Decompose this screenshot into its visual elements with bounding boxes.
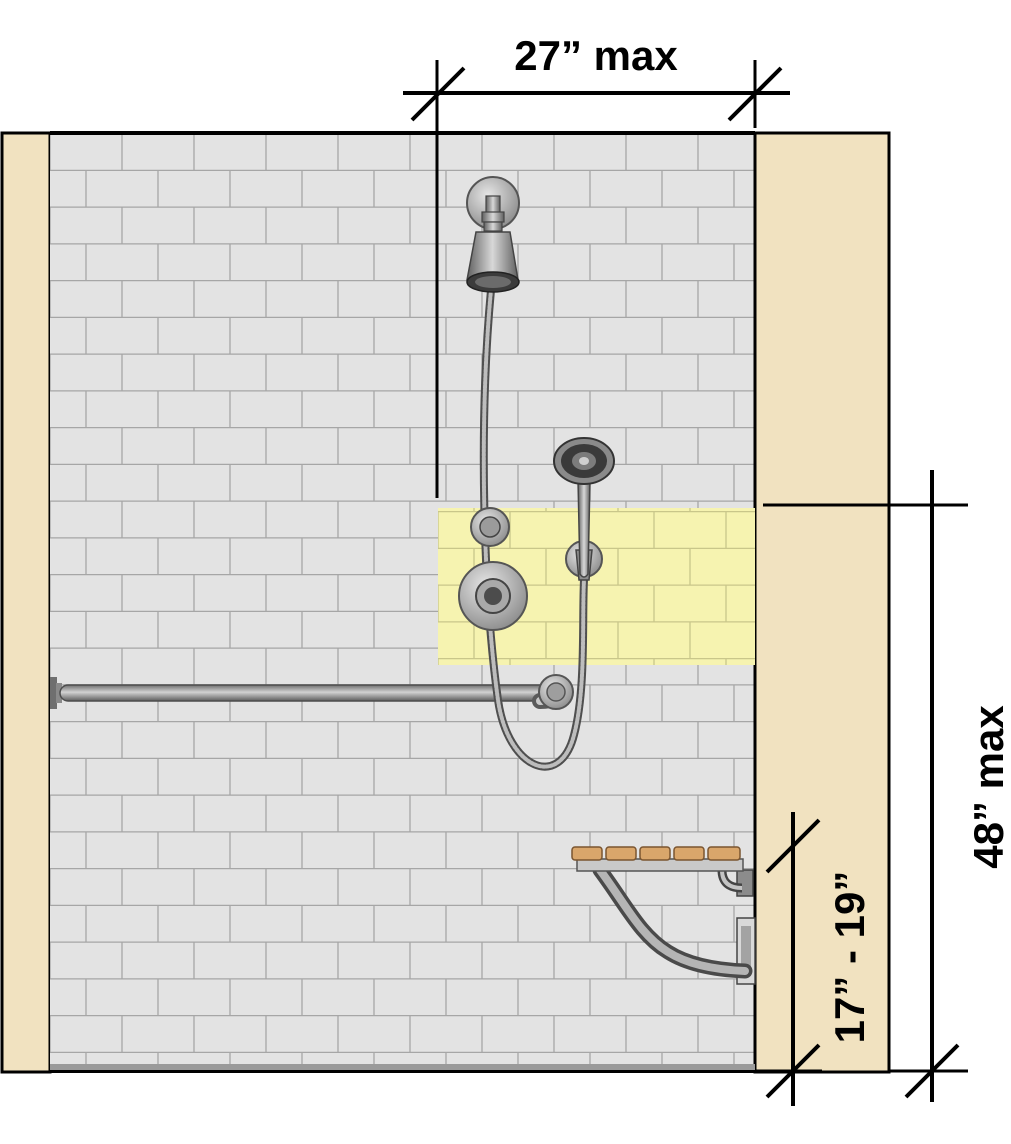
right-wall [753,131,891,1074]
dimension-label-seat-height: 17” - 19” [826,871,873,1044]
shower-floor [50,1064,755,1070]
shower-hose [479,286,588,771]
shower-valve-icon [458,561,528,631]
folding-seat-icon [571,846,756,985]
diverter-icon [470,507,510,547]
fixed-shower-head-icon [466,176,520,293]
dimension-48-max [763,470,968,1102]
hand-held-shower-icon [553,437,615,581]
seat-slat [639,846,671,861]
dimension-label-width: 27” max [514,32,678,79]
dimension-27-max [403,60,790,498]
shower-walls [0,131,891,1074]
seat-slat [673,846,705,861]
grab-bar-icon [50,674,574,710]
tick-mark [765,818,821,874]
seat-slat [707,846,741,861]
tick-mark [410,66,466,122]
dimension-17-19 [755,812,822,1106]
seat-slat [571,846,603,861]
dimension-label-height: 48” max [965,705,1011,869]
tick-mark [904,1043,960,1099]
tick-mark [727,66,783,122]
left-wall [0,131,52,1074]
seat-slat [605,846,637,861]
